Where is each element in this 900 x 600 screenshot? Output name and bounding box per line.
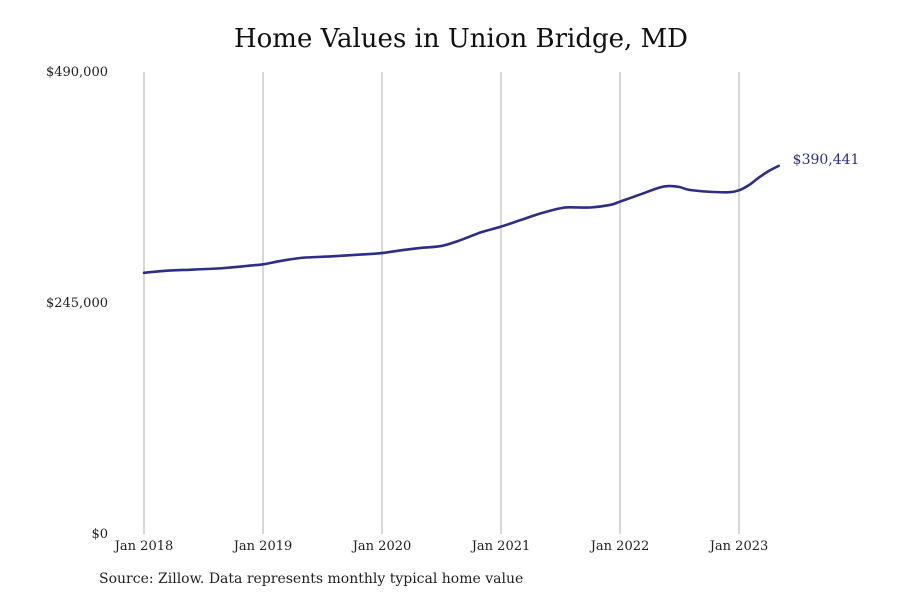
gridlines: [143, 72, 740, 534]
x-axis-ticks: Jan 2018 Jan 2019 Jan 2020 Jan 2021 Jan 2022…: [113, 539, 769, 554]
x-tick-label: Jan 2023: [708, 539, 769, 554]
chart-title: Home Values in Union Bridge, MD: [233, 24, 689, 54]
x-tick-label: Jan 2020: [351, 539, 412, 554]
source-note: Source: Zillow. Data represents monthly …: [99, 571, 524, 587]
y-axis-ticks: $0 $245,000 $490,000: [46, 65, 108, 542]
y-tick-label: $490,000: [46, 65, 108, 80]
x-tick-label: Jan 2019: [232, 539, 293, 554]
y-tick-label: $0: [91, 527, 108, 542]
series-layer: $390,441: [142, 152, 860, 275]
x-tick-label: Jan 2022: [589, 539, 650, 554]
x-tick-label: Jan 2018: [113, 539, 174, 554]
y-tick-label: $245,000: [46, 296, 108, 311]
series-line-0: [142, 164, 780, 275]
x-tick-label: Jan 2021: [470, 539, 531, 554]
end-value-label: $390,441: [793, 152, 860, 168]
